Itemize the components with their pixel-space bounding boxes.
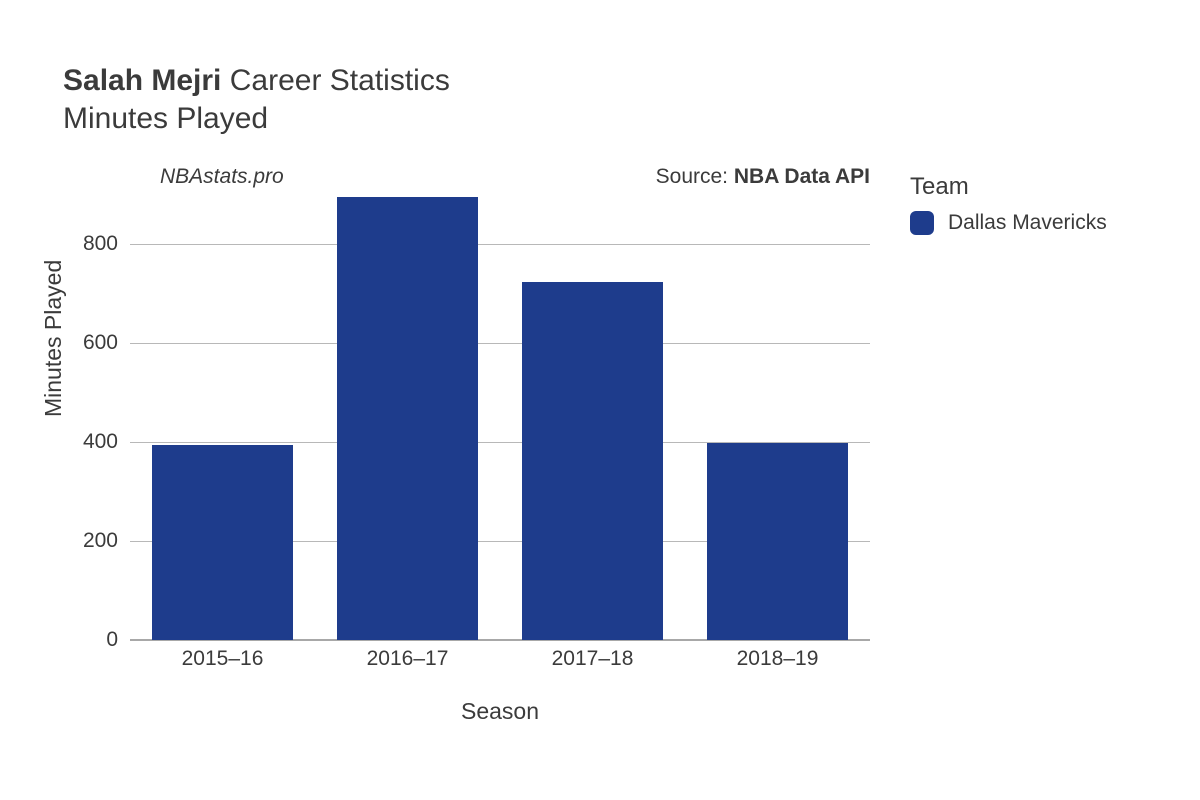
meta-source: Source: NBA Data API [656, 165, 870, 189]
legend-title: Team [910, 173, 1107, 201]
meta-row: NBAstats.pro Source: NBA Data API [130, 165, 870, 189]
bar [707, 443, 848, 640]
x-axis-title: Season [461, 698, 539, 725]
meta-site: NBAstats.pro [160, 165, 284, 189]
title-suffix: Career Statistics [230, 64, 450, 97]
y-tick-label: 600 [58, 331, 118, 355]
gridline [130, 244, 870, 245]
x-tick-label: 2015–16 [182, 647, 264, 671]
title-player: Salah Mejri [63, 64, 221, 97]
chart-subtitle: Minutes Played [63, 100, 450, 138]
y-tick-label: 200 [58, 529, 118, 553]
y-tick-label: 400 [58, 430, 118, 454]
legend-item: Dallas Mavericks [910, 211, 1107, 235]
x-tick-label: 2017–18 [552, 647, 634, 671]
gridline [130, 343, 870, 344]
meta-source-name: NBA Data API [734, 165, 870, 188]
x-tick-label: 2016–17 [367, 647, 449, 671]
bar [152, 445, 293, 640]
x-tick-label: 2018–19 [737, 647, 819, 671]
meta-source-prefix: Source: [656, 165, 734, 188]
legend-item-label: Dallas Mavericks [948, 211, 1107, 235]
y-tick-label: 800 [58, 232, 118, 256]
bar [522, 282, 663, 640]
bar [337, 197, 478, 640]
chart-plot-area: 02004006008002015–162016–172017–182018–1… [130, 195, 870, 640]
y-tick-label: 0 [58, 628, 118, 652]
chart-title-line1: Salah Mejri Career Statistics [63, 62, 450, 100]
legend-swatch [910, 211, 934, 235]
chart-title-block: Salah Mejri Career Statistics Minutes Pl… [63, 62, 450, 137]
legend: Team Dallas Mavericks [910, 173, 1107, 235]
